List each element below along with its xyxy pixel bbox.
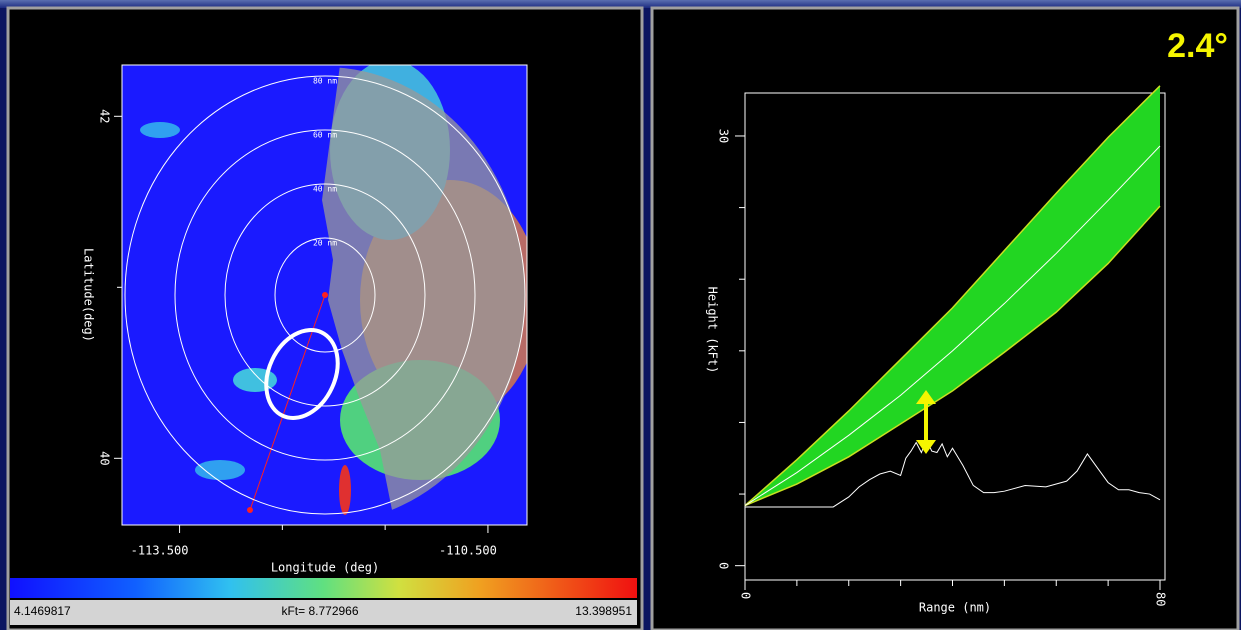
x-tick-label: 80 [1154,592,1168,606]
x-tick-label: 0 [739,592,753,599]
colorbar-max: 13.398951 [575,604,632,618]
body: 4.1469817 kFt= 8.772966 13.398951 Longit… [0,0,1241,630]
colorbar [10,578,637,598]
y-tick-label: 40 [98,451,112,465]
x-tick-label: -113.500 [131,544,189,558]
terrain-spot [339,465,351,515]
map-y-label: Latitude(deg) [82,248,96,342]
radial-end [247,507,253,513]
range-ring-label: 80 nm [313,77,337,86]
y-tick-label: 42 [98,109,112,123]
map-x-label: Longitude (deg) [271,561,379,575]
colorbar-min: 4.1469817 [14,604,71,618]
page: { "map_panel": { "rings": ["20 nm", "40 … [0,0,1241,630]
terrain-spot [140,122,180,138]
radar-site [322,292,328,298]
angle-annotation: 2.4° [1167,27,1228,65]
screen: 4.1469817 kFt= 8.772966 13.398951 Longit… [0,0,1241,630]
y-tick-label: 30 [717,129,731,143]
colorbar-mid: kFt= 8.772966 [281,604,358,618]
terrain-spot [195,460,245,480]
x-tick-label: -110.500 [439,544,497,558]
y-tick-label: 0 [717,562,731,569]
profile-y-label: Height (kFt) [706,287,720,374]
range-ring-label: 20 nm [313,239,337,248]
range-ring-label: 40 nm [313,185,337,194]
range-ring-label: 60 nm [313,131,337,140]
profile-x-label: Range (nm) [919,601,991,615]
